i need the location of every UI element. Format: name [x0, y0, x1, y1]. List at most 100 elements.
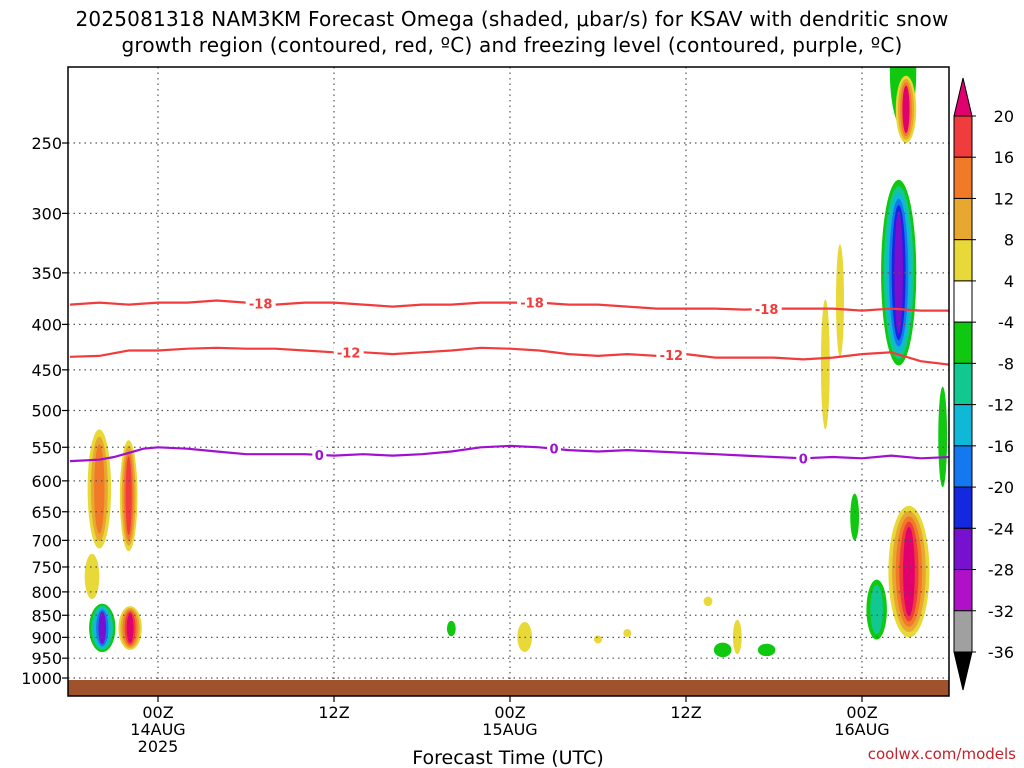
colorbar-label: -20 [988, 478, 1014, 497]
colorbar-label: -28 [988, 561, 1014, 580]
x-tick-label: 00Z [494, 703, 525, 722]
contour-label-bg [517, 294, 547, 310]
colorbar-swatch [953, 486, 973, 529]
colorbar-label: -36 [988, 643, 1014, 662]
omega-ring [125, 456, 132, 535]
omega-blob [594, 635, 602, 644]
omega-blob [820, 299, 830, 430]
omega-ring [94, 444, 105, 534]
omega-ring [902, 85, 910, 134]
omega-blob [850, 493, 860, 541]
dgz-contour-line [69, 346, 949, 366]
colorbar-swatch [953, 527, 973, 571]
colorbar-swatch [953, 610, 973, 653]
contour-label: 0 [549, 443, 558, 458]
x-tick-label: 00Z [142, 703, 173, 722]
plot-background [68, 67, 949, 696]
y-tick-label: 300 [31, 204, 62, 223]
grid-lines [68, 67, 949, 696]
omega-ring [126, 613, 134, 643]
colorbar-cap-bottom [953, 651, 973, 691]
contour-label-bg [312, 446, 327, 462]
dgz-contour-line [69, 299, 949, 312]
y-tick-label: 650 [31, 503, 62, 522]
colorbar-label: 8 [1004, 231, 1014, 250]
omega-ring [84, 553, 100, 600]
contour-label: -12 [660, 349, 684, 364]
omega-blob [713, 642, 732, 658]
y-tick-label: 350 [31, 264, 62, 283]
freezing-level-contour [69, 444, 949, 463]
colorbar-swatch [953, 321, 973, 364]
omega-blob [623, 629, 632, 638]
colorbar-swatch [953, 362, 973, 406]
contour-label: -18 [249, 298, 273, 313]
y-tick-label: 250 [31, 134, 62, 153]
contour-label: 0 [799, 452, 808, 467]
contour-label-bg [333, 344, 364, 360]
credit-text: coolwx.com/models [868, 745, 1016, 763]
colorbar-label: 12 [994, 189, 1014, 208]
colorbar-label: 4 [1004, 272, 1014, 291]
colorbar-label: -16 [988, 437, 1014, 456]
x-tick-label: 2025 [138, 737, 179, 756]
omega-blob [866, 579, 887, 640]
y-tick-label: 700 [31, 531, 62, 550]
y-tick-label: 500 [31, 402, 62, 421]
x-tick-label: 00Z [846, 703, 877, 722]
x-tick-label: 14AUG [130, 720, 185, 739]
x-axis-label: Forecast Time (UTC) [412, 747, 603, 768]
omega-blob [836, 244, 844, 357]
contour-label-bg [796, 450, 811, 466]
omega-ring [703, 596, 713, 607]
omega-blob [757, 643, 776, 657]
colorbar-cap-top [953, 77, 973, 117]
omega-ring [850, 493, 860, 541]
colorbar-swatch [953, 115, 973, 158]
omega-blob [938, 386, 948, 488]
y-tick-label: 1000 [21, 669, 62, 688]
colorbar-label: -12 [988, 396, 1014, 415]
colorbar-swatch [953, 445, 973, 488]
x-tick-label: 12Z [670, 703, 701, 722]
plot-frame [67, 66, 950, 697]
colorbar-label: -32 [988, 602, 1014, 621]
x-tick-label: 16AUG [834, 720, 889, 739]
y-tick-label: 400 [31, 315, 62, 334]
omega-blob [84, 553, 100, 600]
colorbar-label: 16 [994, 148, 1014, 167]
chart-title-line-1: 2025081318 NAM3KM Forecast Omega (shaded… [75, 7, 949, 31]
y-tick-label: 450 [31, 361, 62, 380]
contour-label: -18 [755, 303, 779, 318]
omega-blob [888, 505, 930, 638]
y-axis: 250 300 350 400 450 500 550 600 650 700 750 800 850 9… [21, 134, 68, 688]
omega-ring [870, 584, 883, 635]
omega-ring [757, 643, 776, 657]
omega-ring [713, 642, 732, 658]
omega-ring [623, 629, 632, 638]
y-tick-label: 750 [31, 558, 62, 577]
contour-label: 0 [315, 449, 324, 464]
omega-blob [118, 606, 142, 650]
omega-blob [732, 619, 742, 655]
contour-label-bg [547, 440, 561, 456]
colorbar-label: 20 [994, 107, 1014, 126]
contour-label: -18 [520, 297, 544, 312]
colorbar-swatch [953, 569, 973, 612]
contour-label: -12 [337, 346, 361, 361]
y-tick-label: 550 [31, 438, 62, 457]
omega-ring [732, 619, 742, 655]
y-tick-label: 950 [31, 649, 62, 668]
colorbar-swatch [953, 156, 973, 199]
contour-label-bg [245, 295, 276, 311]
colorbar-swatch [953, 197, 973, 241]
colorbar-label: -4 [998, 313, 1014, 332]
chart-title-line-2: growth region (contoured, red, ºC) and f… [121, 33, 903, 57]
y-tick-label: 850 [31, 606, 62, 625]
contour-label-bg [656, 346, 687, 362]
omega-blob [119, 440, 138, 552]
omega-ring [820, 299, 830, 430]
y-tick-label: 900 [31, 628, 62, 647]
omega-blob [446, 620, 456, 637]
colorbar: 20 16 12 8 4 -4 -8 -12 -16 -20 -24 -28 -32 -36 [953, 77, 1014, 691]
